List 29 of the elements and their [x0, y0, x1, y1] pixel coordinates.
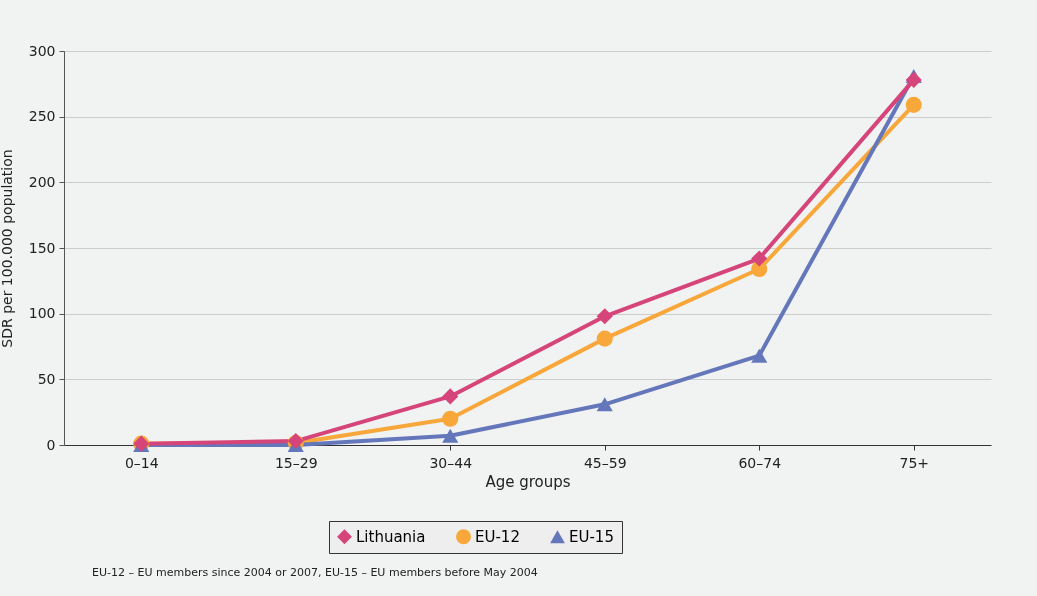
point: [751, 348, 768, 363]
y-axis-title: SDR per 100.000 population: [0, 149, 15, 348]
y-tick-label: 300: [28, 42, 56, 59]
x-tick-label: 75+: [899, 454, 930, 471]
x-axis-title: Age groups: [485, 472, 571, 491]
y-tick-label: 0: [46, 436, 56, 453]
point: [442, 428, 459, 443]
x-tick-label: 45–59: [583, 454, 627, 471]
text: EU-12 – EU members since 2004 or 2007, EU-15 – EU members before May 2004: [92, 566, 538, 579]
x-tick-label: 30–44: [429, 454, 473, 471]
y-tick-label: 100: [28, 305, 56, 322]
x-tick-label: 0–14: [124, 454, 159, 471]
point: [596, 397, 613, 412]
y-tick-label: 250: [28, 108, 56, 125]
point: [905, 96, 922, 113]
point: [596, 330, 613, 347]
y-tick-label: 50: [37, 370, 56, 387]
point: [751, 250, 768, 267]
legend-label: EU-12: [475, 527, 520, 546]
legend-label: EU-15: [569, 527, 614, 546]
point: [442, 388, 459, 405]
y-tick-label: 150: [28, 239, 56, 256]
x-tick-label: 15–29: [274, 454, 318, 471]
point: [596, 308, 613, 325]
x-tick-label: 60–74: [738, 454, 782, 471]
point: [442, 410, 459, 427]
y-tick-label: 200: [28, 173, 56, 190]
legend-label: Lithuania: [356, 527, 426, 546]
point: [905, 71, 922, 88]
